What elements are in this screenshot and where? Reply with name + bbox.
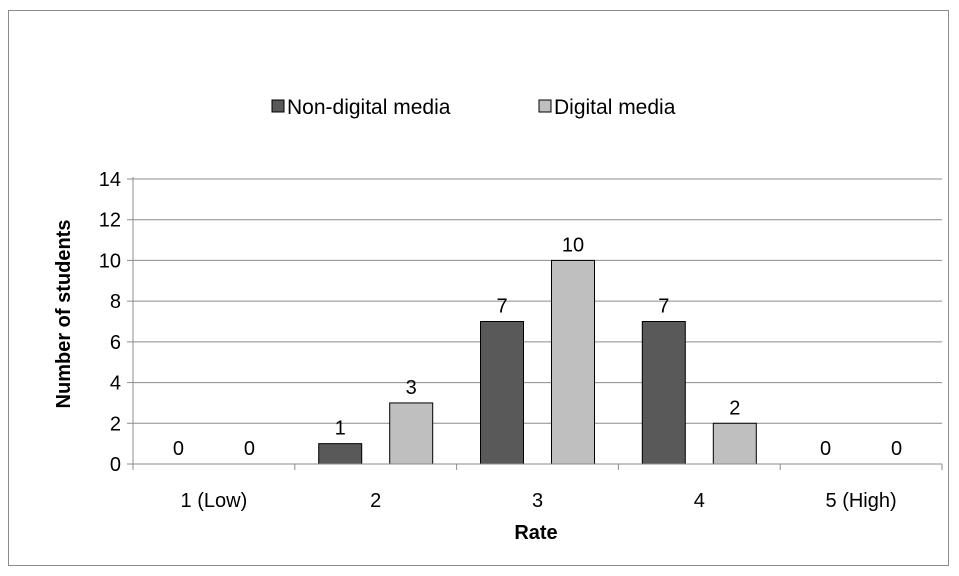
legend-label: Non-digital media — [287, 96, 451, 119]
gridlines — [133, 178, 942, 424]
bars — [318, 259, 757, 465]
bar — [712, 422, 757, 465]
data-label: 1 — [335, 418, 346, 440]
axes — [127, 177, 943, 470]
data-label: 0 — [891, 438, 902, 460]
chart-frame: Non-digital media Digital media 0 2 4 6 8 10 12… — [8, 10, 949, 566]
x-tick-label: 4 — [694, 490, 705, 512]
bar — [480, 321, 524, 465]
y-tick-label: 12 — [99, 210, 121, 232]
data-label: 0 — [173, 438, 184, 460]
legend-label: Digital media — [554, 96, 676, 119]
bar — [551, 259, 595, 465]
y-tick-label: 2 — [110, 413, 121, 435]
data-label: 2 — [729, 397, 740, 419]
bar — [318, 443, 363, 465]
x-tick-label: 2 — [370, 490, 381, 512]
x-tick-label: 3 — [532, 490, 543, 512]
bar-chart: Non-digital media Digital media 024681012… — [53, 96, 943, 544]
legend-swatch — [538, 99, 552, 113]
bar — [641, 321, 686, 465]
y-tick-label: 6 — [110, 332, 121, 354]
y-tick-label: 14 — [99, 169, 121, 191]
y-tick-label: 4 — [110, 373, 121, 395]
data-label: 7 — [496, 296, 507, 318]
bar — [389, 402, 434, 465]
data-label: 3 — [406, 377, 417, 399]
data-label: 10 — [562, 234, 584, 256]
labels: 0 2 4 6 8 10 12 14 1 (Low) 0 0 2 1 3 3 7 10 4 7 2 5 (High) 0 0 — [99, 169, 902, 512]
y-axis-title: Number of students — [53, 220, 75, 409]
x-tick-label: 1 (Low) — [181, 490, 248, 512]
y-tick-label: 0 — [110, 454, 121, 476]
data-label: 0 — [820, 438, 831, 460]
data-label: 0 — [244, 438, 255, 460]
x-tick-label: 5 (High) — [826, 490, 897, 512]
data-label: 7 — [658, 296, 669, 318]
legend-swatch — [271, 99, 285, 113]
legend: Non-digital media Digital media — [271, 96, 676, 119]
x-axis-title: Rate — [514, 522, 557, 544]
y-tick-label: 8 — [110, 291, 121, 313]
y-tick-label: 10 — [99, 250, 121, 272]
